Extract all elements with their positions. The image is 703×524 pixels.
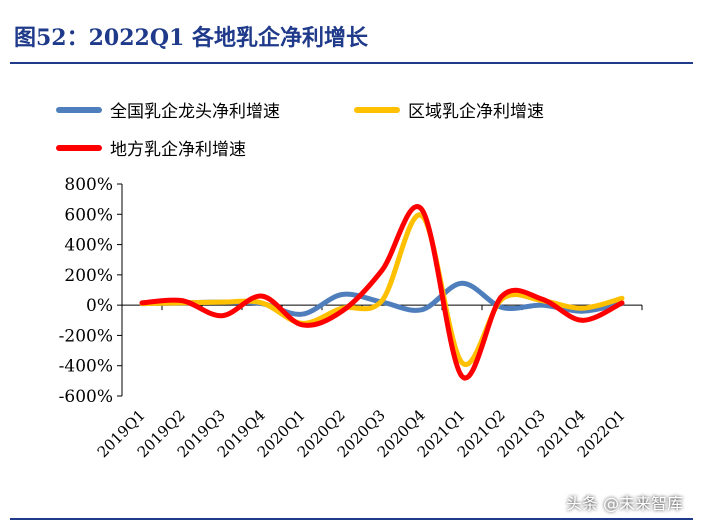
y-tick-label: 800% <box>64 175 113 195</box>
bottom-divider <box>10 518 693 520</box>
y-tick-label: -200% <box>59 326 113 346</box>
y-tick-label: 400% <box>64 236 113 256</box>
y-tick-label: 0% <box>86 296 113 316</box>
series-line-regional <box>139 212 625 368</box>
legend-label-national: 全国乳企龙头净利增速 <box>110 102 280 122</box>
legend-label-regional: 区域乳企净利增速 <box>408 102 544 122</box>
chart-title: 图52：2022Q1 各地乳企净利增长 <box>14 25 368 51</box>
legend-swatch-local <box>56 144 102 151</box>
legend-item-regional: 区域乳企净利增速 <box>354 97 544 122</box>
y-tick-label: -400% <box>59 357 113 377</box>
legend-swatch-national <box>56 106 102 113</box>
legend-item-local: 地方乳企净利增速 <box>56 135 246 160</box>
legend-label-local: 地方乳企净利增速 <box>110 140 246 160</box>
y-tick-label: -600% <box>59 387 113 407</box>
series-line-local <box>139 204 625 381</box>
legend-item-national: 全国乳企龙头净利增速 <box>56 97 280 122</box>
legend-swatch-regional <box>354 106 400 113</box>
y-tick-label: 200% <box>64 266 113 286</box>
y-tick-label: 600% <box>64 205 113 225</box>
watermark: 头条 @未来智库 <box>566 494 684 513</box>
title-divider <box>10 62 693 64</box>
